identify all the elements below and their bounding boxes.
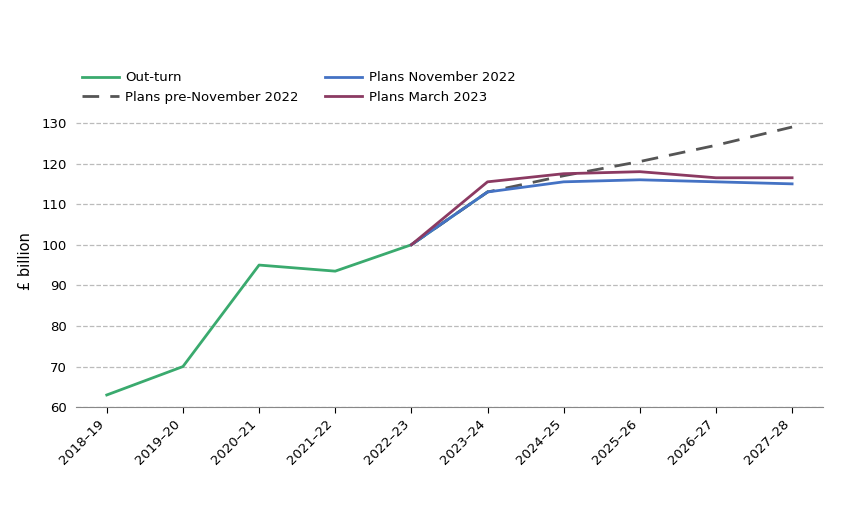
Legend: Out-turn, Plans pre-November 2022, Plans November 2022, Plans March 2023: Out-turn, Plans pre-November 2022, Plans…: [76, 66, 521, 109]
Y-axis label: £ billion: £ billion: [18, 232, 33, 290]
